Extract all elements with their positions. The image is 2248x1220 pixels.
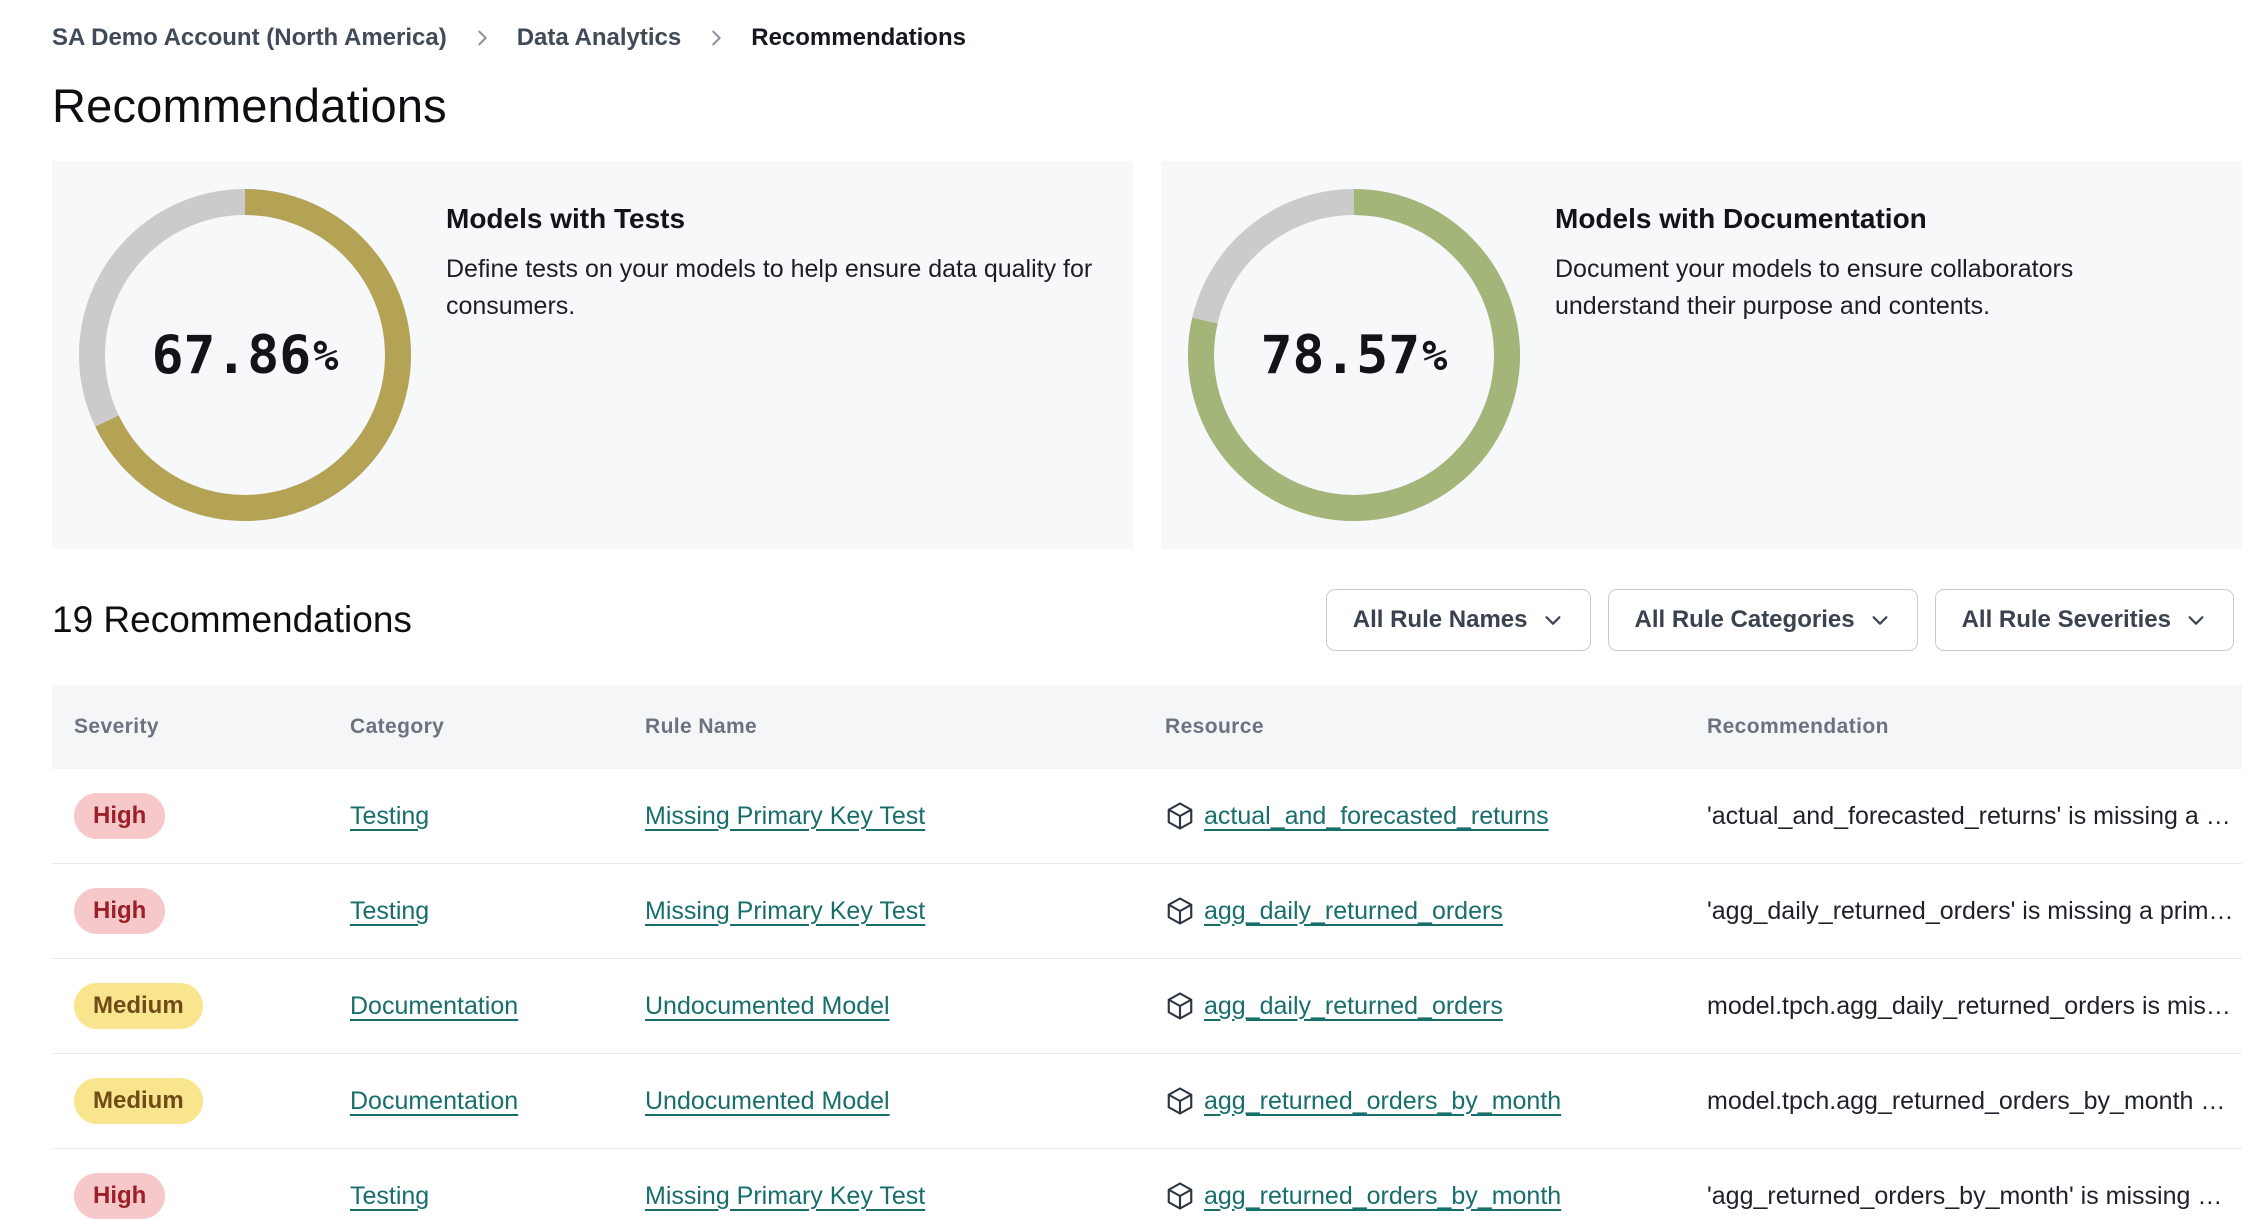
- chevron-down-icon: [1544, 616, 1561, 625]
- chevron-down-icon: [2188, 616, 2204, 625]
- category-link[interactable]: Testing: [350, 896, 430, 925]
- recommendation-text: model.tpch.agg_daily_returned_orders is …: [1707, 991, 2231, 1020]
- rule-categories-filter-dropdown[interactable]: All Rule Categories: [1607, 589, 1918, 651]
- documentation-donut-percentage: 78.57%: [1260, 324, 1448, 386]
- column-header-severity: Severity: [74, 715, 159, 738]
- filter-bar: All Rule Names All Rule Categories All R…: [1325, 589, 2234, 651]
- rule-name-link[interactable]: Missing Primary Key Test: [645, 1181, 926, 1210]
- documentation-donut-chart: 78.57%: [1187, 188, 1521, 522]
- breadcrumb-account[interactable]: SA Demo Account (North America): [52, 24, 447, 51]
- recommendations-table: Severity Category Rule Name Resource Rec…: [52, 685, 2242, 1220]
- model-cube-icon: [1167, 1182, 1193, 1210]
- chevron-right-icon: [477, 30, 487, 46]
- documentation-card-description: Document your models to ensure collabora…: [1555, 255, 2074, 320]
- breadcrumb-project[interactable]: Data Analytics: [516, 24, 682, 51]
- recommendation-text: 'actual_and_forecasted_returns' is missi…: [1707, 801, 2231, 830]
- metric-card-models-with-documentation: 78.57% Models with Documentation Documen…: [1161, 161, 2242, 549]
- recommendations-count: 19 Recommendations: [52, 599, 412, 640]
- tests-card-title: Models with Tests: [446, 203, 686, 234]
- rule-name-link[interactable]: Missing Primary Key Test: [645, 896, 926, 925]
- category-link[interactable]: Testing: [350, 801, 430, 830]
- rule-name-link[interactable]: Undocumented Model: [645, 991, 890, 1020]
- metric-card-models-with-tests: 67.86% Models with Tests Define tests on…: [52, 161, 1133, 549]
- column-header-category: Category: [350, 715, 445, 738]
- breadcrumb: SA Demo Account (North America) Data Ana…: [52, 0, 2242, 52]
- tests-donut-chart: 67.86%: [78, 188, 412, 522]
- table-row: High Testing Missing Primary Key Test actu…: [52, 769, 2242, 864]
- rule-name-link[interactable]: Missing Primary Key Test: [645, 801, 926, 830]
- tests-card-description: Define tests on your models to help ensu…: [446, 255, 1093, 320]
- table-body: High Testing Missing Primary Key Test actu…: [52, 769, 2242, 1220]
- metric-cards: 67.86% Models with Tests Define tests on…: [52, 161, 2242, 549]
- table-header-row: Severity Category Rule Name Resource Rec…: [52, 685, 2242, 769]
- severity-badge: High: [74, 1173, 166, 1219]
- table-row: Medium Documentation Undocumented Model ag…: [52, 1054, 2242, 1149]
- resource-link[interactable]: agg_daily_returned_orders: [1204, 991, 1503, 1020]
- recommendation-text: 'agg_returned_orders_by_month' is missin…: [1707, 1181, 2223, 1210]
- documentation-card-title: Models with Documentation: [1555, 203, 1927, 234]
- recommendation-text: 'agg_daily_returned_orders' is missing a…: [1707, 896, 2234, 925]
- category-link[interactable]: Testing: [350, 1181, 430, 1210]
- page-title: Recommendations: [52, 79, 447, 132]
- table-row: High Testing Missing Primary Key Test agg_…: [52, 864, 2242, 959]
- table-row: High Testing Missing Primary Key Test agg_…: [52, 1149, 2242, 1220]
- rule-names-filter-dropdown[interactable]: All Rule Names: [1325, 589, 1591, 651]
- category-link[interactable]: Documentation: [350, 1086, 519, 1115]
- column-header-recommendation: Recommendation: [1707, 715, 1889, 738]
- category-link[interactable]: Documentation: [350, 991, 519, 1020]
- rule-name-link[interactable]: Undocumented Model: [645, 1086, 890, 1115]
- table-row: Medium Documentation Undocumented Model ag…: [52, 959, 2242, 1054]
- resource-link[interactable]: actual_and_forecasted_returns: [1204, 801, 1549, 830]
- column-header-resource: Resource: [1165, 715, 1264, 738]
- chevron-right-icon: [712, 30, 721, 46]
- column-header-rule-name: Rule Name: [645, 715, 758, 738]
- severity-badge: Medium: [74, 983, 203, 1029]
- breadcrumb-current: Recommendations: [751, 24, 966, 51]
- model-cube-icon: [1167, 897, 1193, 925]
- rule-severities-filter-dropdown[interactable]: All Rule Severities: [1934, 589, 2234, 651]
- severity-badge: High: [74, 793, 166, 839]
- chevron-down-icon: [1872, 616, 1888, 625]
- resource-link[interactable]: agg_returned_orders_by_month: [1204, 1181, 1562, 1210]
- tests-donut-percentage: 67.86%: [151, 324, 339, 386]
- resource-link[interactable]: agg_daily_returned_orders: [1204, 896, 1503, 925]
- resource-link[interactable]: agg_returned_orders_by_month: [1204, 1086, 1562, 1115]
- model-cube-icon: [1167, 1087, 1193, 1115]
- model-cube-icon: [1167, 992, 1193, 1020]
- model-cube-icon: [1167, 802, 1193, 830]
- recommendation-text: model.tpch.agg_returned_orders_by_month …: [1707, 1086, 2226, 1115]
- severity-badge: Medium: [74, 1078, 203, 1124]
- severity-badge: High: [74, 888, 166, 934]
